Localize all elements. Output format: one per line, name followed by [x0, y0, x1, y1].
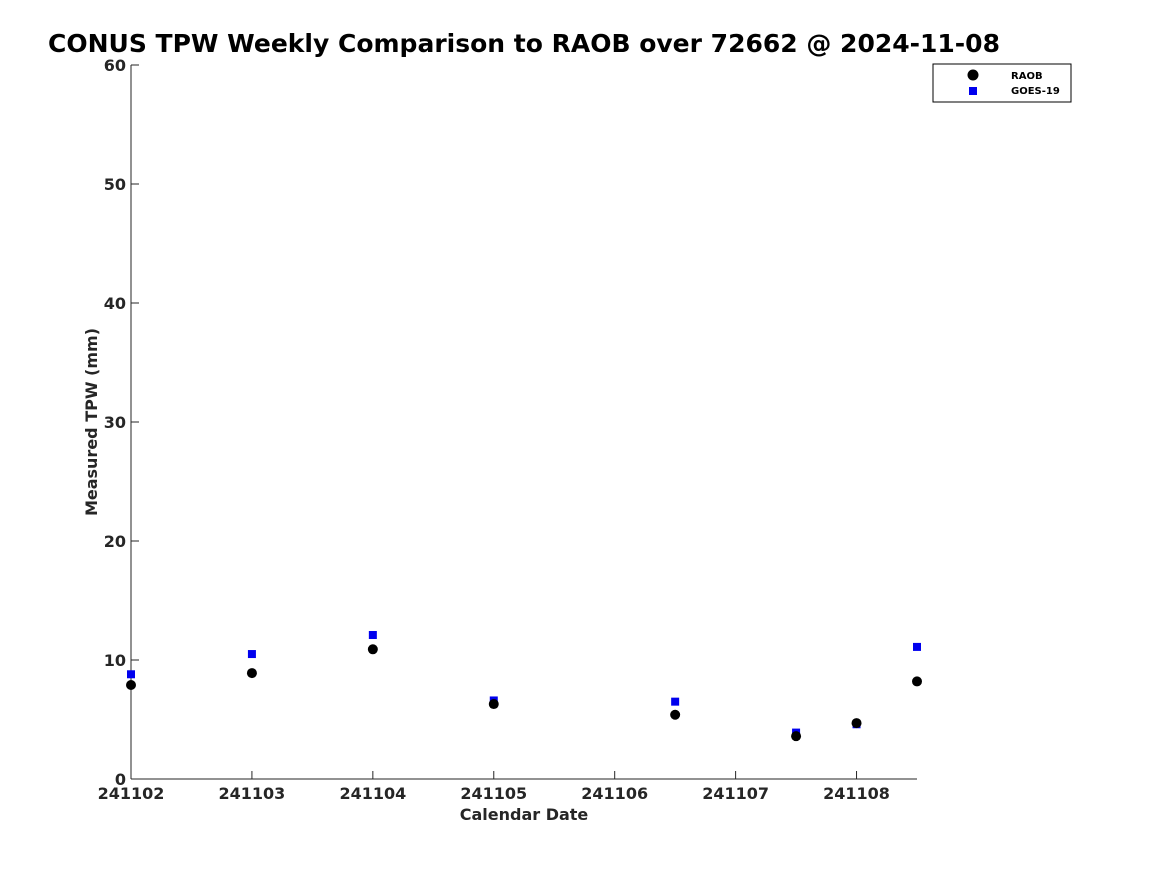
goes19-point [913, 642, 921, 651]
x-tick-label: 241103 [219, 784, 286, 803]
goes19-point [368, 631, 377, 640]
x-tick-label: 241108 [823, 784, 890, 803]
x-ticks: 241102 241103 241104 241105 241106 241107 2411… [98, 771, 890, 803]
y-tick-label: 30 [104, 413, 126, 432]
raob-point [851, 718, 862, 729]
goes19-point [127, 670, 135, 679]
legend-box [932, 63, 1072, 103]
x-axis-label: Calendar Date [460, 805, 589, 824]
raob-point [791, 731, 802, 742]
raob-point [912, 676, 922, 687]
series-layer [126, 631, 922, 742]
legend: RAOB GOES-19 [932, 63, 1072, 103]
legend-goes19-marker [969, 87, 977, 95]
y-tick-label: 20 [104, 532, 126, 551]
y-tick-label: 50 [104, 175, 126, 194]
legend-goes19-label: GOES-19 [1011, 86, 1060, 97]
y-tick-label: 10 [104, 651, 126, 670]
raob-point [367, 644, 378, 655]
legend-raob-label: RAOB [1011, 71, 1043, 82]
y-tick-label: 40 [104, 294, 126, 313]
goes19-point [671, 697, 680, 706]
legend-raob-marker [967, 69, 979, 81]
goes19-point [247, 650, 256, 659]
y-axis-label: Measured TPW (mm) [82, 328, 101, 516]
x-tick-label: 241107 [702, 784, 769, 803]
x-tick-label: 241104 [339, 784, 406, 803]
y-tick-label: 0 [115, 770, 126, 789]
x-tick-label: 241102 [98, 784, 165, 803]
x-tick-label: 241106 [581, 784, 648, 803]
y-ticks: 0 10 20 30 40 50 60 [104, 56, 139, 789]
y-tick-label: 60 [104, 56, 126, 75]
raob-point [488, 699, 499, 710]
raob-point [670, 709, 681, 720]
raob-point [126, 679, 136, 690]
x-tick-label: 241105 [460, 784, 527, 803]
chart-title: CONUS TPW Weekly Comparison to RAOB over… [48, 29, 1000, 58]
raob-point [246, 668, 257, 679]
